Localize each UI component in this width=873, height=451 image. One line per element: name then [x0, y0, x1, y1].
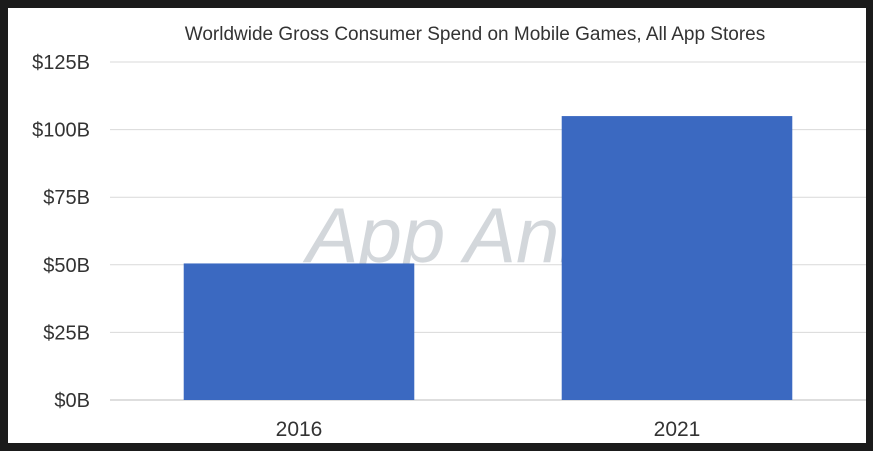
y-axis-ticks: $0B $25B $50B $75B $100B $125B — [32, 52, 90, 412]
chart-title: Worldwide Gross Consumer Spend on Mobile… — [185, 24, 765, 45]
bar-2016 — [183, 263, 415, 400]
x-tick-label: 2021 — [654, 418, 701, 441]
footer-strip — [0, 443, 873, 451]
bar-2021 — [561, 116, 793, 400]
x-axis-ticks: 2016 2021 — [276, 418, 701, 441]
y-tick-label: $25B — [43, 322, 90, 344]
y-tick-label: $50B — [43, 255, 90, 277]
y-tick-label: $0B — [54, 390, 90, 412]
y-tick-label: $100B — [32, 120, 90, 142]
y-tick-label: $125B — [32, 52, 90, 74]
y-tick-label: $75B — [43, 187, 90, 209]
bars — [183, 116, 793, 400]
x-tick-label: 2016 — [276, 418, 323, 441]
